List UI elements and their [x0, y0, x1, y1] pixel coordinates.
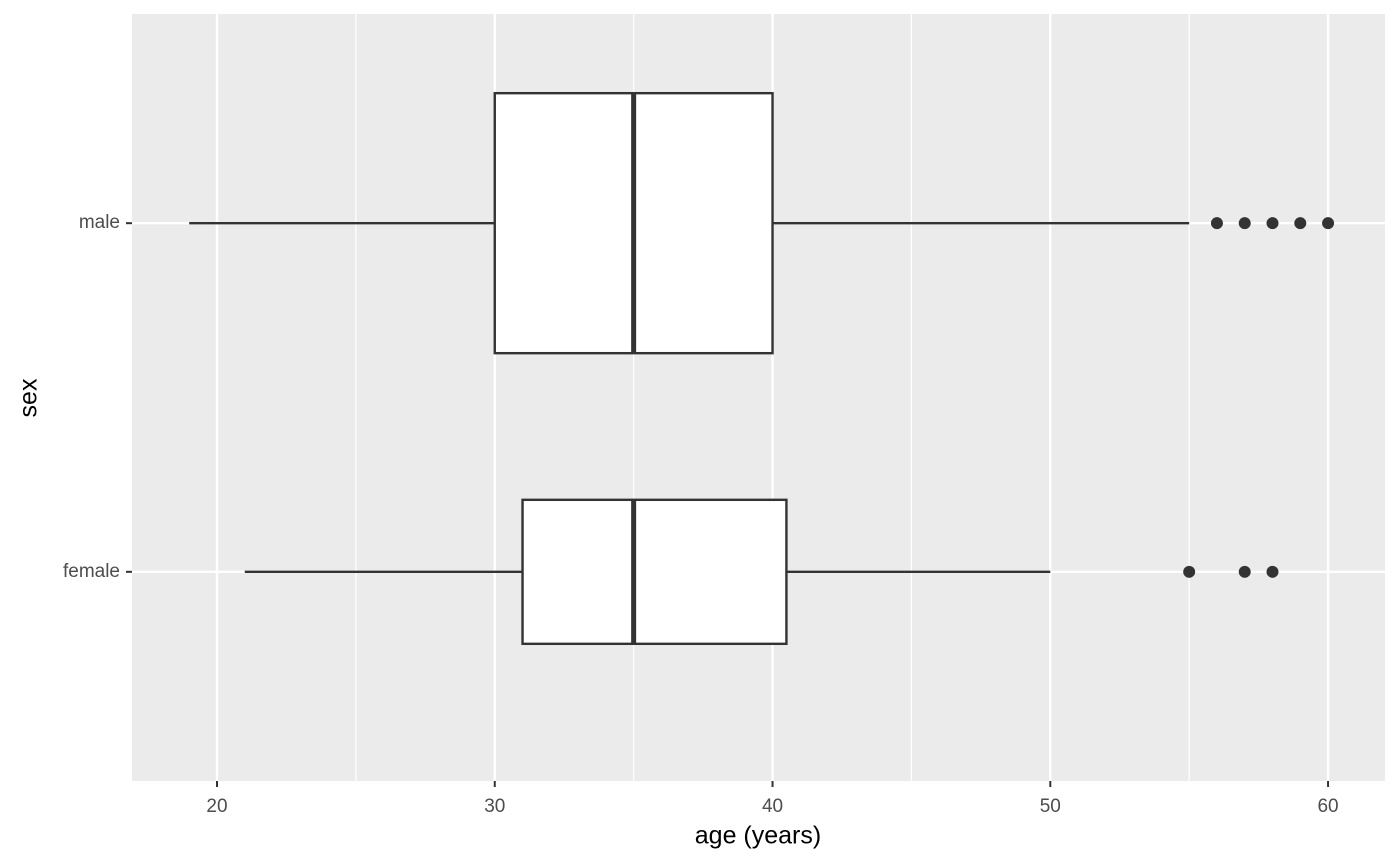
x-tick-label: 20: [206, 796, 227, 817]
x-axis-title: age (years): [695, 822, 821, 850]
outlier: [1322, 217, 1335, 230]
outlier: [1266, 217, 1279, 230]
x-tick-label: 60: [1317, 796, 1338, 817]
outlier: [1183, 565, 1196, 578]
x-tick-label: 30: [484, 796, 505, 817]
box: [521, 498, 788, 646]
outlier: [1294, 217, 1307, 230]
y-tick-label: male: [79, 212, 120, 233]
y-axis-title: sex: [15, 378, 43, 417]
outlier: [1238, 217, 1251, 230]
outlier: [1266, 565, 1279, 578]
x-tick-label: 40: [762, 796, 783, 817]
y-tick-label: female: [63, 561, 120, 582]
outlier: [1238, 565, 1251, 578]
outlier: [1210, 217, 1223, 230]
x-tick-label: 50: [1040, 796, 1061, 817]
